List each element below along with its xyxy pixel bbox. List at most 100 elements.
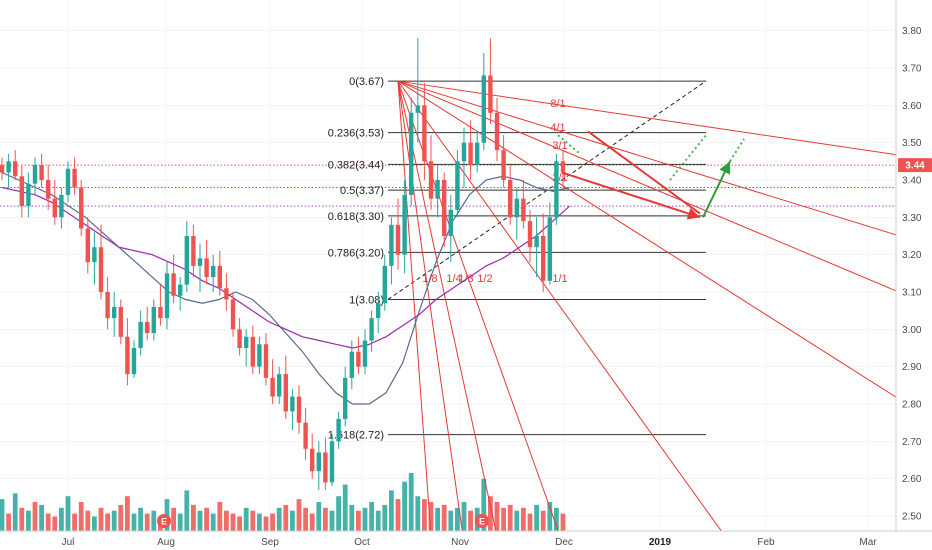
volume-bar [138,507,143,531]
volume-bar [144,513,150,531]
volume-bar [257,513,262,531]
volume-bar [45,513,51,531]
gann-fan-line[interactable] [397,80,501,550]
volume-bar [560,513,566,531]
candle-body [488,75,493,113]
gann-fan-label: 3/1 [552,140,567,152]
volume-bar [547,502,553,531]
candle-body [369,318,374,341]
candle-body [145,321,150,334]
volume-bar [435,507,440,531]
candle-body [461,142,467,162]
projection-arrow-up[interactable] [702,160,731,218]
gann-fan-line[interactable] [397,80,932,307]
volume-bar [250,510,256,531]
volume-bar [422,499,427,531]
candle-body [481,75,486,143]
candle-body [125,336,130,375]
fib-retracement[interactable]: 0(3.67) 0.236(3.53) 0.382(3.44) 0.5(3.37) 0.… [328,76,707,442]
candle-body [197,258,203,266]
time-tick-label: Feb [757,537,775,548]
price-tick-label: 2.50 [902,512,922,523]
gann-fan-line[interactable] [397,80,932,161]
projection-arrow-down[interactable] [561,171,701,220]
current-price-label: 3.44 [905,161,925,172]
candle-body [422,105,427,162]
volume-bar [461,502,467,531]
earnings-marker[interactable] [157,514,171,528]
volume-bar [303,507,308,531]
earnings-marker-label: E [161,517,167,527]
fib-level-label: 0(3.67) [349,76,384,88]
candles [0,38,566,490]
volume-bar [488,496,493,531]
time-tick-label: Dec [555,537,573,548]
candle-body [501,150,506,180]
projection-arrows[interactable] [557,130,745,220]
candle-body [455,161,460,210]
gann-fan-label: 1/1 [552,273,567,285]
volume-bar [349,504,355,531]
candle-body [184,236,189,285]
gann-fan-line[interactable] [397,80,736,550]
volume-bar [323,507,328,531]
candle-body [415,105,420,113]
volume-bar [151,510,157,531]
volume-bar [428,502,434,531]
candle-body [0,165,5,173]
time-tick-label: Nov [451,537,469,548]
volume-bar [19,507,25,531]
price-axis-background [896,0,932,550]
volume-bar [455,507,460,531]
time-tick-label: Oct [354,537,370,548]
volume-bar [78,502,84,531]
volume-bar [0,499,5,531]
volume-bar [375,510,381,531]
fib-level-label: 0.618(3.30) [328,211,384,223]
candle-body [131,348,137,375]
volume-bar [26,510,31,531]
volume-bar [316,502,322,531]
volume-bar [204,507,209,531]
price-tick-label: 3.80 [902,26,922,37]
volume-bar [408,473,414,531]
price-tick-label: 2.60 [902,474,922,485]
candle-body [382,265,387,304]
volume-bar [39,504,44,531]
candle-body [237,329,242,348]
price-tick-label: 2.70 [902,437,922,448]
candle-body [395,224,401,255]
candle-body [362,340,368,367]
candle-body [46,180,51,199]
volume-bar [448,510,454,531]
fib-level-label: 0.786(3.20) [328,247,384,259]
gann-fan-line[interactable] [397,80,932,247]
candle-body [39,165,44,180]
volume-bar [191,504,196,531]
gann-fan-line[interactable] [397,80,932,421]
candle-body [217,265,222,289]
candle-body [560,161,566,173]
projection-arrow-down[interactable] [587,130,701,215]
candle-body [164,273,170,319]
volume-bar [521,507,526,531]
candle-body [329,441,335,483]
candle-body [79,187,84,229]
candle-body [171,273,176,296]
earnings-marker-label: E [479,517,485,527]
volume-bar [369,502,374,531]
gann-fan-line[interactable] [397,81,433,550]
candle-body [6,161,11,173]
candle-body [92,247,97,263]
candle-body [494,112,500,151]
volume-bar [171,507,176,531]
earnings-marker[interactable] [475,514,489,528]
price-tick-label: 3.50 [902,138,922,149]
volume-bar [32,502,38,531]
price-tick-label: 3.00 [902,325,922,336]
candle-body [178,284,183,296]
candle-body [118,306,123,337]
